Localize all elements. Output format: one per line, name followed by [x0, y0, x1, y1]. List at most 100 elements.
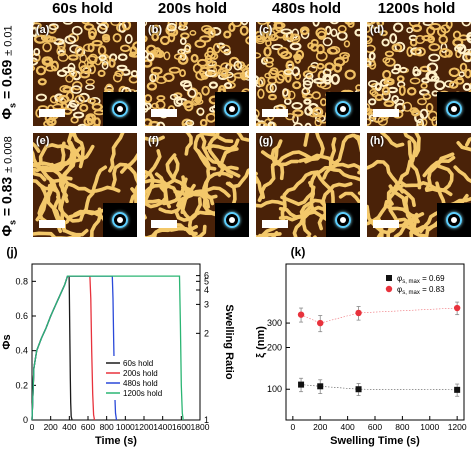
x-tick-label: 400 — [341, 422, 355, 432]
afm-panel-c: (c) — [256, 22, 360, 126]
x-tick-label: 1000 — [420, 422, 439, 432]
column-title-480s: 480s hold — [271, 0, 342, 17]
y-tick-label: 0 — [23, 415, 28, 425]
afm-panel-h: (h) — [367, 133, 471, 237]
panel-label-j: (j) — [6, 245, 17, 259]
afm-panel-f: (f) — [145, 133, 249, 237]
x-tick-label: 1400 — [153, 422, 172, 432]
legend-entry: 200s hold — [123, 369, 158, 378]
x-axis-label: Swelling Time (s) — [330, 435, 420, 447]
y2-tick-label: 2 — [204, 328, 209, 338]
fft-inset — [326, 203, 360, 237]
panel-label: (f) — [148, 135, 159, 147]
chart-k-xi-vs-swelling-time: (k) 0 200 400 600 800 1000 1200 100 200 300 Swellin… — [255, 245, 467, 447]
afm-panel-e: (e) — [33, 133, 137, 237]
column-title-1200s: 1200s hold — [377, 0, 456, 17]
y-tick-label: 0.8 — [15, 276, 28, 286]
x-tick-label: 800 — [395, 422, 409, 432]
scale-bar — [262, 109, 288, 117]
scale-bar — [262, 220, 288, 228]
x-tick-label: 0 — [290, 422, 295, 432]
afm-panel-d: (d) — [367, 22, 471, 126]
scale-bar — [39, 220, 65, 228]
legend-entry: 60s hold — [123, 359, 153, 368]
legend-marker — [385, 285, 393, 293]
legend-entry: 480s hold — [123, 379, 158, 388]
y2-tick-label: 5 — [204, 276, 209, 286]
fft-inset — [215, 203, 249, 237]
x-tick-label: 800 — [100, 422, 114, 432]
legend-entry: φs, max = 0.83 — [397, 285, 445, 296]
data-point-circle — [297, 311, 305, 318]
panel-label: (a) — [36, 24, 50, 36]
fft-inset — [437, 203, 471, 237]
fft-inset — [437, 92, 471, 126]
x-tick-label: 600 — [368, 422, 382, 432]
y-tick-label: 300 — [267, 318, 282, 328]
x-tick-label: 200 — [44, 422, 58, 432]
y-tick-label: 100 — [267, 384, 282, 394]
x-tick-label: 1800 — [191, 422, 210, 432]
y2-tick-label: 4 — [204, 285, 209, 295]
data-point-square — [317, 383, 324, 390]
data-point-square — [454, 386, 461, 393]
scale-bar — [151, 109, 177, 117]
y-tick-label: 0.4 — [15, 346, 28, 356]
legend-entry: 1200s hold — [123, 389, 162, 398]
y-axis-label: ξ (nm) — [255, 326, 267, 358]
data-point-circle — [355, 309, 362, 317]
y2-axis-label: Swelling Ratio — [223, 304, 235, 379]
fft-inset — [215, 92, 249, 126]
scale-bar — [373, 220, 399, 228]
column-title-60s: 60s hold — [52, 0, 113, 17]
fft-inset — [103, 92, 137, 126]
series-line-3 — [31, 275, 184, 421]
data-point-circle — [317, 319, 324, 327]
afm-panel-b: (b) — [145, 22, 249, 126]
data-point-circle — [453, 304, 461, 312]
legend-box — [382, 270, 462, 296]
series-trend-0 — [301, 384, 458, 391]
afm-panel-a: (a) — [33, 22, 137, 126]
y-tick-label: 0.2 — [15, 380, 28, 390]
x-tick-label: 1200 — [135, 422, 154, 432]
row-label-top: Φs = 0.69 ± 0.01 — [0, 25, 18, 120]
panel-label: (d) — [370, 24, 385, 36]
scale-bar — [373, 109, 399, 117]
panel-label: (e) — [36, 135, 50, 147]
row-label-bottom: Φs = 0.83 ± 0.008 — [0, 136, 18, 237]
y2-tick-label: 6 — [204, 271, 209, 281]
x-tick-label: 200 — [313, 422, 327, 432]
x-tick-label: 1000 — [116, 422, 135, 432]
panel-label-k: (k) — [291, 245, 306, 259]
y-axis-label: Φs — [1, 334, 13, 349]
chart-j-phi-vs-time: (j) 0 200 400 600 800 1000 1200 1400 1600 1800 0 0.2… — [1, 245, 235, 447]
series-trend-1 — [300, 307, 458, 324]
x-tick-label: 400 — [62, 422, 76, 432]
y2-tick-label: 3 — [204, 299, 209, 309]
panel-label: (g) — [259, 135, 274, 147]
column-title-200s: 200s hold — [157, 0, 228, 17]
afm-panel-g: (g) — [256, 133, 360, 237]
x-axis-label: Time (s) — [95, 435, 137, 447]
y-tick-label: 0.6 — [15, 311, 28, 321]
panel-label: (b) — [148, 24, 163, 36]
scale-bar — [39, 109, 65, 117]
data-point-square — [355, 386, 362, 393]
panel-label: (h) — [370, 135, 385, 147]
x-tick-label: 0 — [30, 422, 35, 432]
x-tick-label: 1600 — [172, 422, 191, 432]
series-line-2 — [31, 275, 118, 421]
panel-label: (c) — [259, 24, 273, 36]
x-tick-label: 1200 — [448, 422, 467, 432]
scale-bar — [151, 220, 177, 228]
x-tick-label: 600 — [81, 422, 95, 432]
y-tick-label: 200 — [267, 342, 282, 352]
data-point-square — [298, 381, 305, 388]
legend-marker — [386, 275, 392, 281]
series-line-1 — [31, 275, 96, 421]
legend-entry: φs, max = 0.69 — [397, 274, 445, 285]
fft-inset — [326, 92, 360, 126]
fft-inset — [103, 203, 137, 237]
y2-tick-label: 1 — [204, 415, 209, 425]
